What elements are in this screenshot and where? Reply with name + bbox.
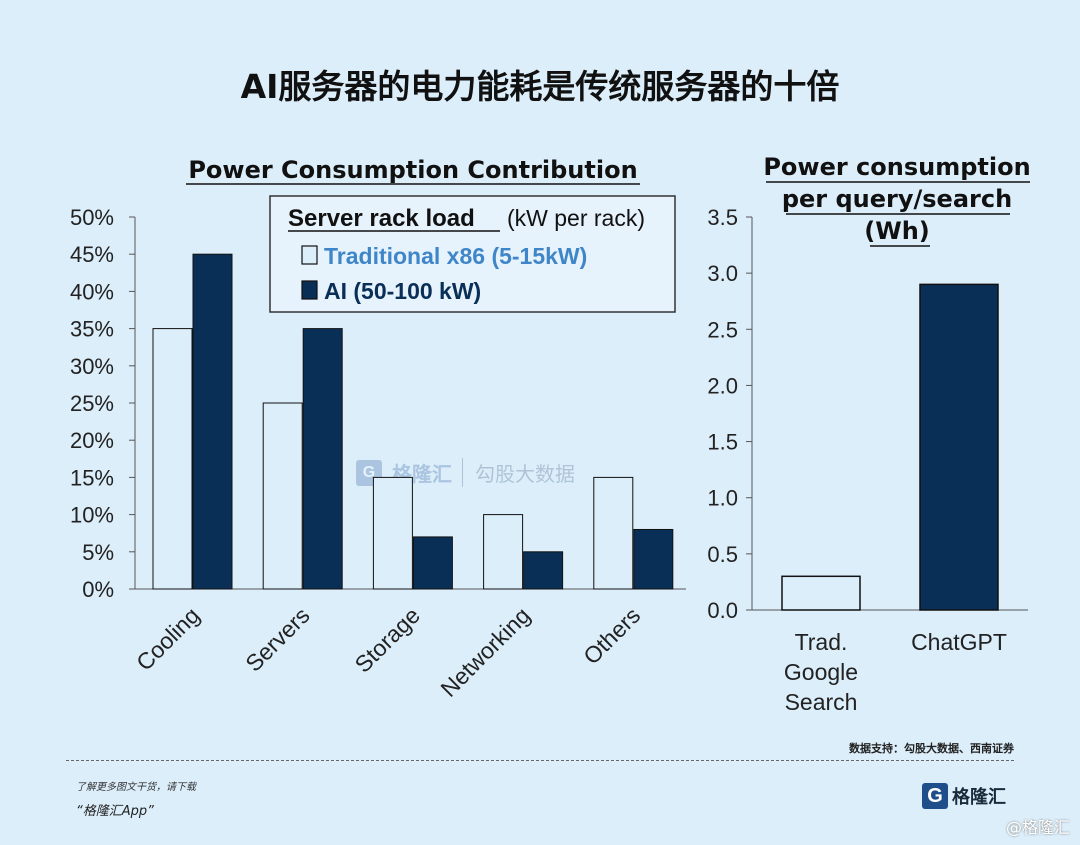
promo-app-name: “格隆汇App” (76, 804, 154, 819)
chart1-legend-box (269, 195, 676, 313)
chart1-bar (523, 551, 564, 590)
chart1-ytick-label: 20% (70, 428, 114, 453)
chart2-category-label: Search (785, 689, 858, 715)
chart1-ytick-label: 15% (70, 465, 114, 490)
corner-watermark: @格隆汇 (1005, 818, 1070, 837)
chart1-ytick-label: 5% (82, 540, 114, 565)
chart1-ytick-label: 50% (70, 205, 114, 230)
brand-logo-icon: G (922, 783, 948, 809)
brand-name: 格隆汇 (952, 787, 1006, 808)
chart1-category-label: Servers (240, 602, 314, 676)
legend-swatch (301, 245, 318, 265)
legend-swatch (301, 280, 318, 300)
chart2-title-line: Power consumption (763, 153, 1030, 181)
chart1-bar (262, 402, 303, 590)
chart1-bar (483, 514, 524, 590)
chart2-ytick-label: 3.0 (707, 261, 738, 286)
chart1-ytick-label: 10% (70, 503, 114, 528)
chart2-ytick-label: 2.5 (707, 317, 738, 342)
chart2-bar (781, 575, 861, 611)
chart1-title: Power Consumption Contribution (188, 156, 637, 184)
chart2-category-label: Google (784, 659, 858, 685)
chart1-category-label: Others (578, 602, 645, 669)
chart1-bar (192, 253, 233, 590)
chart2-ytick-label: 0.5 (707, 542, 738, 567)
legend-entry: AI (50-100 kW) (324, 278, 481, 304)
chart2-category-label: ChatGPT (911, 629, 1007, 655)
chart2-ytick-label: 3.5 (707, 205, 738, 230)
legend-title-unit: (kW per rack) (507, 205, 645, 231)
promo-text: 了解更多图文干货，请下载 (76, 782, 196, 793)
footer-divider (66, 760, 1014, 761)
chart1-bar (593, 476, 634, 590)
chart1-ytick-label: 30% (70, 354, 114, 379)
chart2-ytick-label: 2.0 (707, 373, 738, 398)
chart1-category-label: Cooling (131, 602, 205, 676)
chart1-bar (152, 328, 193, 590)
chart1-category-label: Networking (435, 602, 535, 702)
chart1-ytick-label: 40% (70, 279, 114, 304)
chart2-bar (919, 283, 999, 611)
page-title: AI服务器的电力能耗是传统服务器的十倍 (240, 67, 840, 106)
chart2-ytick-label: 0.0 (707, 598, 738, 623)
chart1-category-label: Storage (350, 602, 425, 677)
chart1-bar (412, 536, 453, 590)
chart1-bar (633, 528, 674, 590)
legend-entry: Traditional x86 (5-15kW) (324, 243, 587, 269)
legend-title: Server rack load (288, 205, 475, 232)
chart2-ytick-label: 1.5 (707, 430, 738, 455)
chart1-ytick-label: 0% (82, 577, 114, 602)
brand-logo: G 格隆汇 (922, 781, 1006, 811)
chart2-title-line: per query/search (782, 185, 1012, 213)
chart2-title-line: (Wh) (864, 217, 930, 245)
chart2-ytick-label: 1.0 (707, 486, 738, 511)
chart1-bar (372, 476, 413, 590)
chart1-ytick-label: 35% (70, 317, 114, 342)
chart1-ytick-label: 25% (70, 391, 114, 416)
data-source: 数据支持：勾股大数据、西南证券 (849, 742, 1014, 755)
chart2-category-label: Trad. (795, 629, 848, 655)
chart1-ytick-label: 45% (70, 242, 114, 267)
chart1-bar (302, 328, 343, 590)
